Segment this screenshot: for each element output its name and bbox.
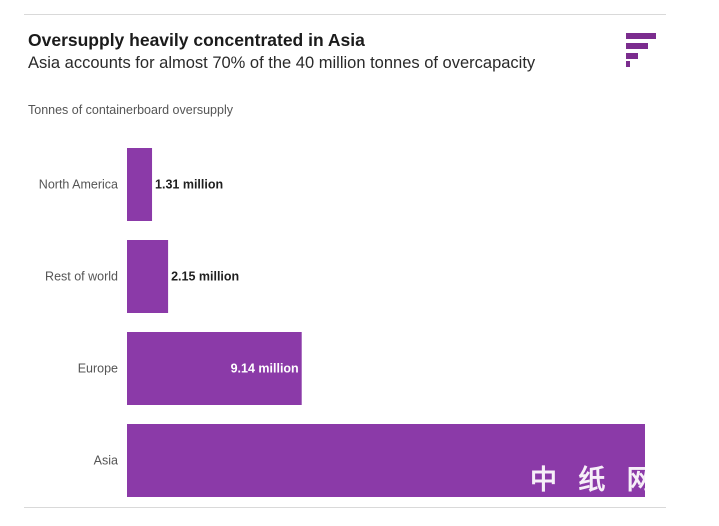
chart-caption: Tonnes of containerboard oversupply (28, 103, 233, 117)
bar-rest-of-world (127, 240, 169, 313)
data-label-rest-of-world: 2.15 million (171, 270, 239, 284)
data-label-north-america: 1.31 million (155, 178, 223, 192)
bar-europe (127, 332, 302, 405)
category-label-asia: Asia (94, 454, 118, 468)
category-label-rest-of-world: Rest of world (45, 270, 118, 284)
brand-logo-icon (626, 33, 656, 67)
chart-title: Oversupply heavily concentrated in Asia (28, 30, 365, 50)
category-label-north-america: North America (39, 178, 118, 192)
bar-asia (127, 424, 645, 497)
bar-north-america (127, 148, 153, 221)
category-label-europe: Europe (78, 362, 118, 376)
chart-subtitle: Asia accounts for almost 70% of the 40 m… (28, 54, 536, 72)
bottom-divider (24, 507, 666, 508)
watermark-text: 中 纸 网 (530, 465, 660, 496)
data-label-europe: 9.14 million (231, 362, 299, 376)
top-divider (24, 14, 666, 15)
